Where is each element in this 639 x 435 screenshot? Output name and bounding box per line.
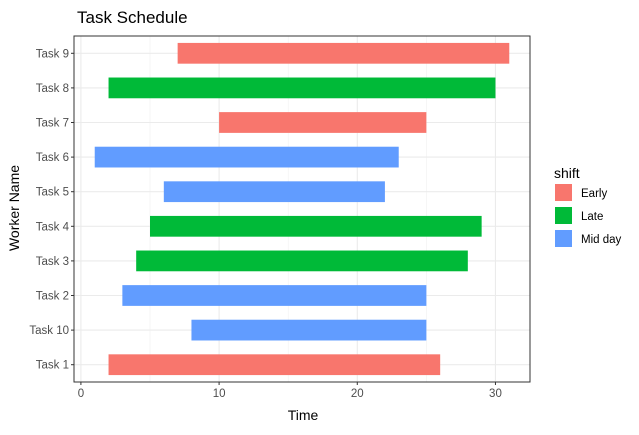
legend: shift Early Late Mid day [554, 165, 622, 247]
task-bar [108, 77, 496, 99]
x-tick-label: 20 [351, 388, 364, 400]
y-tick-label: Task 10 [29, 325, 69, 337]
y-tick-label: Task 8 [36, 83, 69, 95]
task-bar [219, 112, 427, 133]
y-tick-label: Task 1 [36, 360, 69, 372]
y-tick-label: Task 6 [36, 152, 69, 164]
legend-label: Mid day [581, 234, 622, 246]
chart-title: Task Schedule [77, 8, 188, 27]
x-tick-label: 0 [78, 388, 84, 400]
y-tick-label: Task 7 [36, 118, 69, 130]
y-tick-label: Task 9 [36, 48, 69, 60]
y-tick-label: Task 4 [36, 221, 70, 233]
task-bar [191, 319, 427, 341]
y-tick-label: Task 2 [36, 291, 69, 303]
y-tick-label: Task 5 [36, 187, 69, 199]
task-bar [94, 146, 399, 168]
legend-title: shift [554, 165, 580, 181]
x-tick-label: 30 [489, 388, 502, 400]
x-axis-label: Time [288, 407, 319, 423]
plot-panel: Task 1 Task 10 Task 2 Task 3 Task 4 Task 5 Tas… [29, 35, 531, 400]
panel-border [73, 35, 531, 383]
legend-key [555, 184, 572, 201]
y-tick-label: Task 3 [36, 256, 69, 268]
task-bar [163, 181, 385, 203]
legend-key [555, 207, 572, 224]
task-bar [108, 354, 441, 376]
x-tick-label: 10 [213, 388, 226, 400]
legend-label: Early [581, 188, 607, 200]
task-bar [122, 285, 427, 306]
task-bar [136, 250, 468, 272]
legend-key [555, 230, 572, 247]
legend-label: Late [581, 211, 603, 223]
task-bar [150, 215, 482, 237]
task-bar [177, 42, 510, 64]
y-axis-label: Worker Name [6, 165, 22, 251]
